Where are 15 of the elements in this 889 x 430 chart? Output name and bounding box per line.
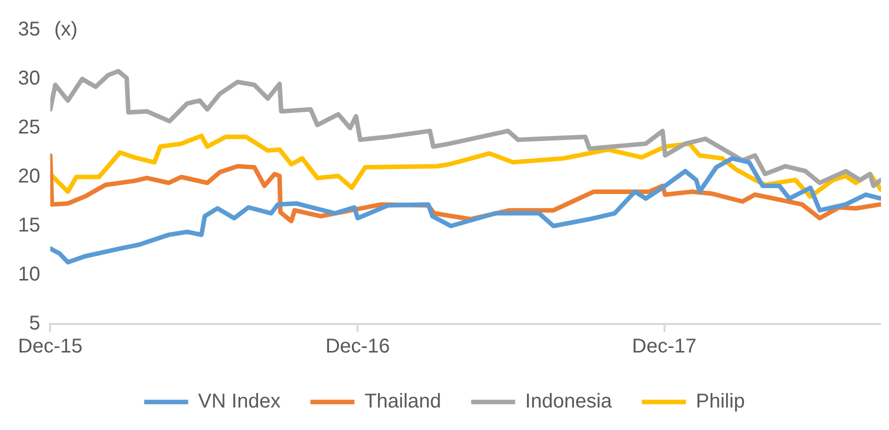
legend-label: Philip <box>696 390 745 413</box>
y-tick-label: 5 <box>29 312 40 335</box>
y-tick-label: 10 <box>18 264 40 286</box>
legend-label: Indonesia <box>525 390 613 413</box>
y-tick-label: 15 <box>18 214 40 237</box>
y-tick-label: 25 <box>18 116 40 139</box>
x-tick-label: Dec-15 <box>18 336 82 358</box>
legend-label: VN Index <box>198 390 280 413</box>
legend-label: Thailand <box>364 390 442 413</box>
y-tick-label: 20 <box>18 166 40 188</box>
y-tick-label: 35 <box>18 18 40 41</box>
y-tick-label: 30 <box>18 68 40 90</box>
x-tick-label: Dec-16 <box>325 336 390 358</box>
x-tick-label: Dec-17 <box>632 336 697 358</box>
y-axis-title: (x) <box>54 18 78 41</box>
